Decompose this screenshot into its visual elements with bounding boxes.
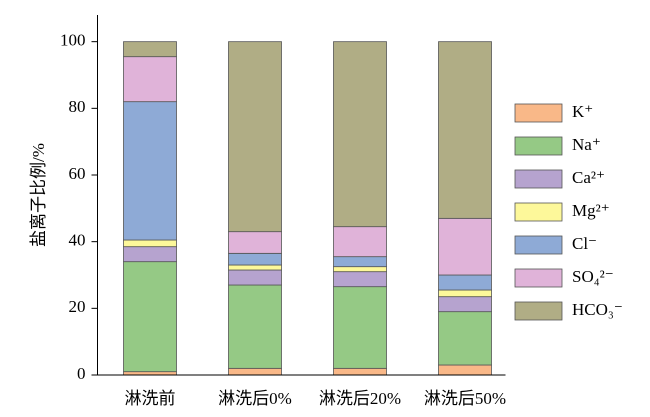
legend-swatch [514,103,563,123]
bar [228,252,282,266]
y-tick-label: 0 [77,364,86,383]
bar [438,217,492,276]
bar [228,264,282,271]
bar [228,41,282,233]
legend-label: Na⁺ [572,135,601,154]
bar [333,226,387,258]
bar [123,239,177,248]
y-axis-label: 盐离子比例/% [29,143,48,247]
bar [438,41,492,219]
legend-label: Cl⁻ [572,234,597,253]
y-tick-label: 80 [69,97,86,116]
bar [333,266,387,273]
legend-label: SO₄²⁻ [572,267,614,286]
legend-label: K⁺ [572,102,593,121]
bar [123,41,177,58]
x-tick-label: 淋洗后50% [424,389,506,408]
x-tick-label: 淋洗后20% [319,389,401,408]
x-tick-label: 淋洗前 [125,389,176,408]
y-tick-label: 100 [60,31,86,50]
legend-label: HCO₃⁻ [572,300,623,319]
bar [228,367,282,376]
legend-swatch [514,202,563,222]
y-tick-label: 40 [69,231,86,250]
bar [228,231,282,254]
legend-label: Ca²⁺ [572,168,605,187]
legend-swatch [514,235,563,255]
bar [438,364,492,376]
bar [438,296,492,313]
bar [228,269,282,286]
bar [123,56,177,103]
bar [333,271,387,288]
y-tick-label: 60 [69,164,86,183]
bar [333,41,387,228]
legend-swatch [514,301,563,321]
y-tick-label: 20 [69,297,86,316]
bar [333,286,387,369]
bar [228,284,282,369]
x-tick-label: 淋洗后0% [218,389,292,408]
legend-swatch [514,136,563,156]
legend-label: Mg²⁺ [572,201,610,220]
bar [123,101,177,241]
legend-swatch [514,268,563,288]
bar [333,256,387,268]
bar [438,289,492,298]
legend-swatch [514,169,563,189]
bar [438,274,492,291]
bar [123,261,177,373]
bar [123,246,177,263]
bar [438,311,492,366]
bar [333,367,387,376]
